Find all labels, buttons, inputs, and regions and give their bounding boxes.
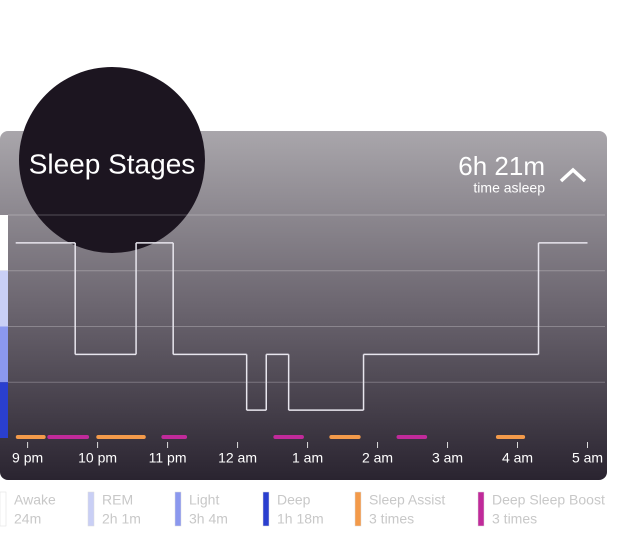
collapse-chevron[interactable] [559,167,587,183]
stage-band [0,215,8,271]
legend-value: 3 times [369,511,414,527]
legend-value: 1h 18m [277,511,324,527]
x-tick-label: 12 am [218,450,257,466]
x-tick-label: 4 am [502,450,533,466]
total-label: time asleep [473,180,545,196]
stage-band [0,382,8,438]
x-tick-label: 1 am [292,450,323,466]
legend-swatch [262,491,270,527]
legend-label: REM [102,492,133,508]
legend-swatch [0,491,7,527]
legend-value: 2h 1m [102,511,141,527]
legend-value: 24m [14,511,41,527]
legend-label: Deep [277,492,311,508]
x-tick-label: 3 am [432,450,463,466]
x-tick-label: 11 pm [149,450,187,466]
stage-band [0,326,8,383]
x-tick-label: 10 pm [78,450,117,466]
legend-label: Deep Sleep Boost [492,492,605,508]
legend-label: Sleep Assist [369,492,445,508]
legend-swatch [174,491,182,527]
legend-value: 3h 4m [189,511,228,527]
legend-swatch [354,491,362,527]
legend-swatch [87,491,95,527]
x-tick-label: 2 am [362,450,393,466]
stage-band [0,270,8,327]
chart-title: Sleep Stages [29,148,196,179]
x-tick-label: 9 pm [12,450,43,466]
legend-label: Light [189,492,219,508]
legend-label: Awake [14,492,56,508]
x-tick-label: 5 am [572,450,603,466]
title-badge [19,67,205,253]
total: 6h 21m [458,151,545,181]
legend-value: 3 times [492,511,537,527]
legend-swatch [477,491,485,527]
